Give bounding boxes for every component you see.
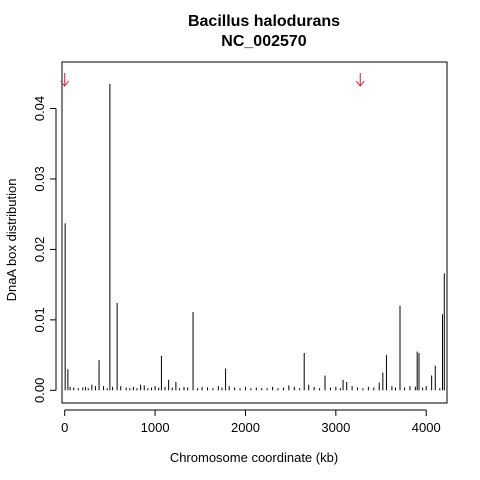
plot-frame	[61, 61, 448, 404]
x-axis-label: Chromosome coordinate (kb)	[170, 450, 338, 465]
y-axis-label: DnaA box distribution	[4, 179, 19, 302]
y-tick-label: 0.00	[32, 378, 47, 403]
red-arrow-head	[355, 80, 365, 87]
y-tick-label: 0.02	[32, 237, 47, 262]
x-axis: 0 1000 2000 3000 4000	[61, 409, 441, 435]
x-tick-label: 1000	[141, 420, 170, 435]
x-tick-label: 2000	[231, 420, 260, 435]
y-axis: 0.00 0.01 0.02 0.03 0.04	[32, 96, 57, 403]
x-tick-label: 4000	[412, 420, 441, 435]
y-tick-label: 0.03	[32, 166, 47, 191]
chart-title: Bacillus halodurans	[188, 13, 340, 30]
y-tick-label: 0.01	[32, 307, 47, 332]
red-arrow-head	[60, 80, 70, 87]
x-tick-label: 0	[61, 420, 68, 435]
chart-subtitle: NC_002570	[221, 33, 307, 50]
chart-marks	[64, 83, 445, 391]
x-tick-label: 3000	[321, 420, 350, 435]
y-tick-label: 0.04	[32, 96, 47, 121]
chart-annotations	[60, 73, 365, 87]
